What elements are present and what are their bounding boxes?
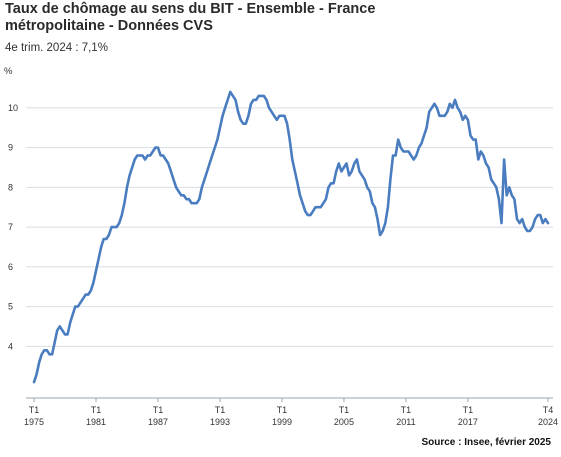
x-tick-label-quarter: T1 <box>29 405 40 415</box>
y-tick-label: 7 <box>8 222 13 232</box>
y-tick-label: 6 <box>8 262 13 272</box>
y-tick-label: 9 <box>8 143 13 153</box>
x-tick-label-year: 2024 <box>538 417 558 427</box>
x-axis <box>26 397 553 402</box>
x-tick-label-quarter: T1 <box>277 405 288 415</box>
chart-title: Taux de chômage au sens du BIT - Ensembl… <box>5 1 555 35</box>
source-note: Source : Insee, février 2025 <box>421 437 551 448</box>
x-tick-label-quarter: T1 <box>463 405 474 415</box>
chart-title-line2: métropolitaine - Données CVS <box>5 18 213 34</box>
chart-subtitle: 4e trim. 2024 : 7,1% <box>5 42 108 54</box>
y-tick-label: 5 <box>8 302 13 312</box>
x-tick-label-quarter: T1 <box>215 405 226 415</box>
x-tick-label-quarter: T1 <box>401 405 412 415</box>
x-tick-label-quarter: T4 <box>543 405 554 415</box>
y-axis-tick-labels: 4 5 6 7 8 9 10 <box>8 103 18 352</box>
x-tick-label-quarter: T1 <box>153 405 164 415</box>
chart-title-line1: Taux de chômage au sens du BIT - Ensembl… <box>5 1 376 17</box>
x-tick-label-year: 2011 <box>396 417 415 427</box>
x-axis-tick-labels: T1 1975 T1 1981 T1 1987 T1 1993 T1 1999 T1 2005 T1 20… <box>24 405 558 427</box>
series-layer <box>32 90 550 384</box>
x-tick-label-year: 1981 <box>86 417 106 427</box>
x-tick-label-year: 2005 <box>334 417 354 427</box>
y-axis-unit-label: % <box>4 66 13 77</box>
x-tick-label-quarter: T1 <box>91 405 102 415</box>
x-tick-label-quarter: T1 <box>339 405 350 415</box>
x-tick-label-year: 1999 <box>272 417 292 427</box>
x-tick-label-year: 2017 <box>458 417 478 427</box>
y-tick-label: 8 <box>8 182 13 192</box>
x-tick-label-year: 1987 <box>148 417 168 427</box>
x-tick-label-year: 1975 <box>24 417 44 427</box>
x-tick-label-year: 1993 <box>210 417 230 427</box>
y-tick-label: 10 <box>8 103 18 113</box>
series-line-unemployment-rate <box>32 90 550 384</box>
y-tick-label: 4 <box>8 341 13 351</box>
